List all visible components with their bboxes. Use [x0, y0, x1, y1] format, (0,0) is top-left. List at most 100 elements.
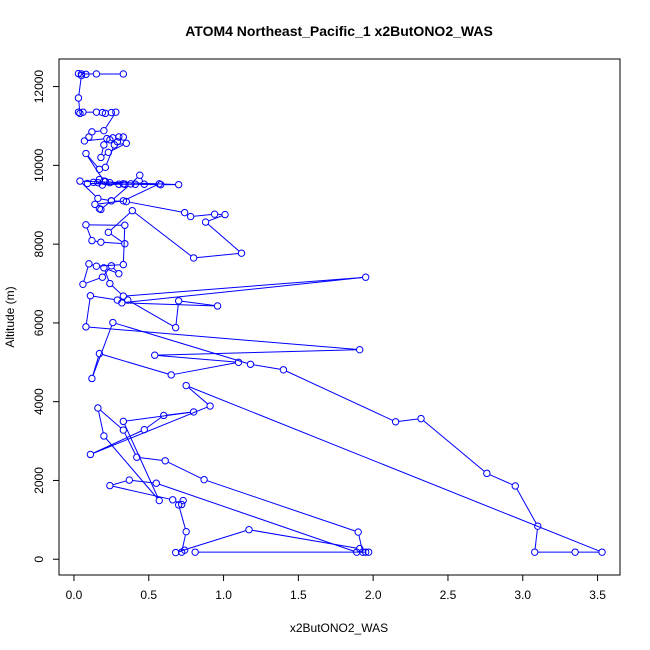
y-tick-label: 0: [32, 556, 46, 563]
series-segment: [93, 295, 115, 301]
data-point: [121, 240, 129, 248]
data-point: [571, 548, 579, 556]
data-point: [115, 133, 123, 141]
data-point: [174, 501, 183, 509]
series-segment: [196, 253, 239, 259]
data-point: [85, 133, 93, 141]
series-segment: [132, 479, 154, 484]
series-segment: [159, 483, 354, 552]
data-point: [119, 426, 128, 434]
y-tick-label: 4000: [32, 388, 46, 415]
data-point: [167, 371, 175, 379]
series-segment: [101, 147, 104, 155]
series-segment: [423, 420, 485, 472]
series-segment: [93, 406, 208, 454]
series-segment: [99, 409, 122, 429]
data-point: [174, 180, 183, 189]
series-segment: [181, 300, 215, 307]
series-segment: [125, 302, 215, 307]
series-segment: [206, 480, 356, 532]
series-segment: [134, 212, 192, 257]
series-segment: [85, 298, 91, 324]
data-point: [179, 496, 187, 505]
data-point: [106, 178, 114, 187]
data-point: [245, 526, 253, 534]
data-point: [210, 210, 219, 218]
data-point: [79, 280, 87, 289]
data-point: [97, 238, 105, 246]
series-segment: [157, 349, 357, 356]
data-point: [107, 108, 116, 117]
data-point: [206, 402, 214, 410]
data-point: [119, 292, 128, 300]
data-point: [131, 180, 139, 188]
series-segment: [113, 185, 129, 200]
series-segment: [113, 267, 117, 272]
series-segment: [139, 457, 163, 461]
data-point: [115, 180, 123, 188]
data-point: [119, 133, 128, 141]
series-segment: [102, 354, 169, 375]
data-point: [361, 548, 370, 556]
data-point: [124, 296, 132, 304]
series-segment: [253, 364, 281, 370]
data-point: [76, 177, 84, 185]
data-point: [201, 218, 210, 226]
series-segment: [208, 215, 223, 222]
series-segment: [188, 386, 600, 552]
series-segment: [129, 201, 182, 213]
data-point: [191, 548, 199, 556]
data-point: [94, 404, 102, 412]
x-axis: 0.0 0.5 1.0 1.5 2.0 2.5 3.0 3.5: [66, 574, 606, 602]
series-segment: [398, 418, 418, 422]
x-tick-label: 2.0: [365, 588, 382, 602]
data-point: [106, 279, 114, 288]
series-segment: [193, 214, 212, 217]
series-segment: [85, 277, 100, 284]
series-segment: [105, 114, 115, 129]
series-segment: [126, 276, 363, 297]
series-segment: [140, 177, 144, 182]
data-point: [171, 323, 180, 332]
data-point: [86, 292, 95, 300]
data-point: [354, 528, 362, 536]
data-point: [100, 141, 108, 149]
data-point: [182, 527, 190, 536]
series-segment: [175, 303, 179, 325]
data-point: [246, 360, 255, 368]
series-segment: [87, 155, 103, 179]
data-point: [95, 349, 104, 358]
x-tick-label: 3.0: [514, 588, 531, 602]
series-segment: [105, 438, 158, 499]
data-point: [133, 453, 141, 461]
series-segment: [98, 411, 104, 433]
data-point: [122, 197, 131, 206]
series-segment: [188, 387, 208, 405]
data-point: [88, 236, 96, 245]
data-point: [100, 126, 108, 135]
series-segment: [157, 354, 236, 363]
data-point: [511, 482, 519, 490]
data-point: [234, 358, 243, 366]
x-tick-label: 1.0: [215, 588, 232, 602]
y-tick-label: 2000: [32, 467, 46, 494]
series-segment: [112, 485, 170, 500]
data-point: [109, 318, 117, 327]
data-point: [127, 180, 135, 188]
series-segment: [179, 507, 186, 529]
series-segment: [106, 147, 114, 165]
data-point: [140, 425, 148, 434]
data-point: [101, 163, 110, 172]
data-point: [97, 205, 105, 214]
data-point: [534, 522, 542, 530]
y-axis: 0 2000 4000 6000 8000 10000 12000: [32, 70, 60, 563]
data-point: [279, 366, 288, 374]
data-point: [106, 481, 114, 490]
data-point: [355, 345, 364, 354]
series-segment: [112, 480, 127, 486]
data-point: [107, 262, 116, 270]
data-point: [92, 108, 101, 116]
data-point: [119, 197, 128, 205]
data-point: [119, 260, 128, 269]
series-segment: [111, 285, 122, 295]
